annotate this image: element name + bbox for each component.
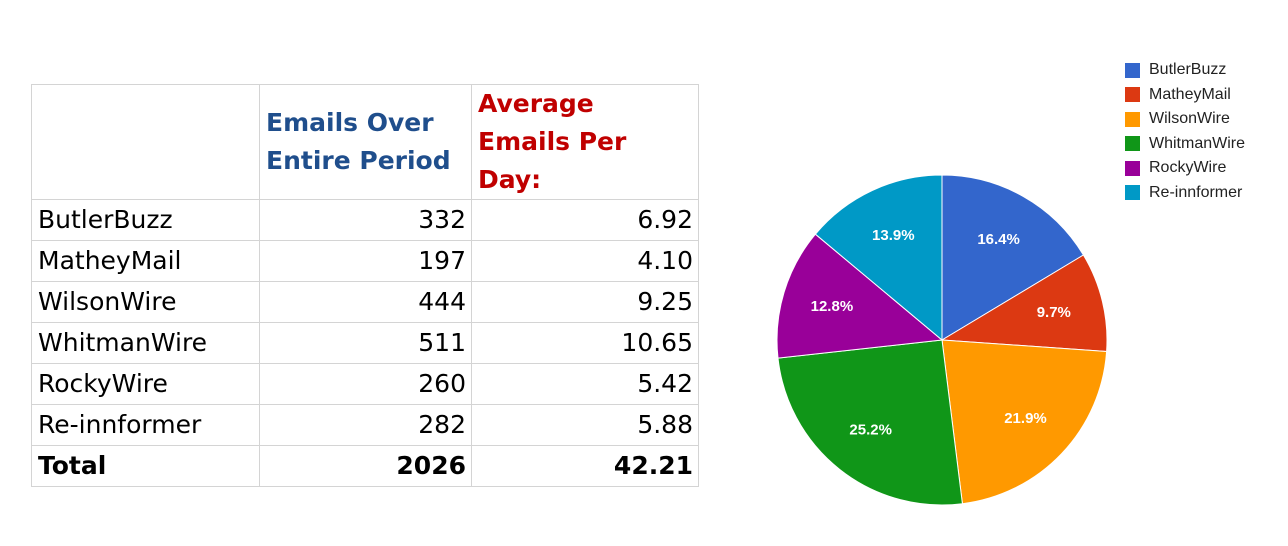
total-avg: 42.21 xyxy=(471,445,699,487)
legend-swatch xyxy=(1125,87,1140,103)
table-header-row: Emails Over Entire Period Average Emails… xyxy=(31,84,699,200)
total-emails: 2026 xyxy=(259,445,472,487)
pie-slice-label: 25.2% xyxy=(849,421,892,438)
pie-slice-label: 13.9% xyxy=(872,227,915,244)
emails-table: Emails Over Entire Period Average Emails… xyxy=(31,84,699,487)
row-emails: 332 xyxy=(259,199,472,241)
row-emails: 197 xyxy=(259,240,472,282)
pie-slice-label: 21.9% xyxy=(1004,410,1047,427)
row-avg: 5.88 xyxy=(471,404,699,446)
legend-label: MatheyMail xyxy=(1149,85,1231,103)
pie-slice-butlerbuzz xyxy=(941,174,1085,341)
legend-swatch xyxy=(1125,185,1140,201)
table-row: Re-innformer 282 5.88 xyxy=(31,404,699,446)
row-emails: 260 xyxy=(259,363,472,405)
legend-label: WhitmanWire xyxy=(1149,134,1246,152)
legend-swatch xyxy=(1125,136,1140,152)
legend-item: ButlerBuzz xyxy=(1125,58,1245,83)
pie-labels: 16.4% 9.7% 21.9% 25.2% 12.8% 13.9% xyxy=(811,227,1071,438)
row-name: Re-innformer xyxy=(31,404,260,446)
legend-item: Re-innformer xyxy=(1125,181,1245,206)
legend-item: RockyWire xyxy=(1125,156,1245,181)
pie-slice-whitmanwire xyxy=(777,339,963,506)
legend-label: WilsonWire xyxy=(1149,110,1230,128)
pie-slice-re-innformer xyxy=(814,174,943,342)
row-emails: 511 xyxy=(259,322,472,364)
legend-item: MatheyMail xyxy=(1125,83,1245,108)
row-name: WilsonWire xyxy=(31,281,260,323)
row-emails: 444 xyxy=(259,281,472,323)
total-row: Total 2026 42.21 xyxy=(31,445,699,487)
chart-legend: ButlerBuzz MatheyMail WilsonWire WhitmanWir… xyxy=(1125,58,1245,205)
header-blank xyxy=(31,84,260,200)
pie-slice-label: 16.4% xyxy=(977,231,1020,248)
header-average-per-day: Average Emails Per Day: xyxy=(471,84,699,200)
legend-item: WhitmanWire xyxy=(1125,132,1245,157)
pie-slices xyxy=(776,174,1108,506)
pie-slice-label: 9.7% xyxy=(1037,304,1071,321)
table-row: MatheyMail 197 4.10 xyxy=(31,240,699,282)
legend-label: Re-innformer xyxy=(1149,183,1243,201)
pie-slice-rockywire xyxy=(776,233,944,359)
pie-slice-wilsonwire xyxy=(941,339,1108,505)
legend-item: WilsonWire xyxy=(1125,107,1245,132)
total-label: Total xyxy=(31,445,260,487)
legend-label: ButlerBuzz xyxy=(1149,61,1227,79)
legend-label: RockyWire xyxy=(1149,159,1227,177)
legend-swatch xyxy=(1125,62,1140,78)
pie-slice-matheymail xyxy=(940,254,1108,353)
pie-slice-label: 12.8% xyxy=(811,298,854,315)
row-avg: 4.10 xyxy=(471,240,699,282)
legend-swatch xyxy=(1125,160,1140,176)
row-avg: 6.92 xyxy=(471,199,699,241)
row-name: RockyWire xyxy=(31,363,260,405)
legend-swatch xyxy=(1125,111,1140,127)
